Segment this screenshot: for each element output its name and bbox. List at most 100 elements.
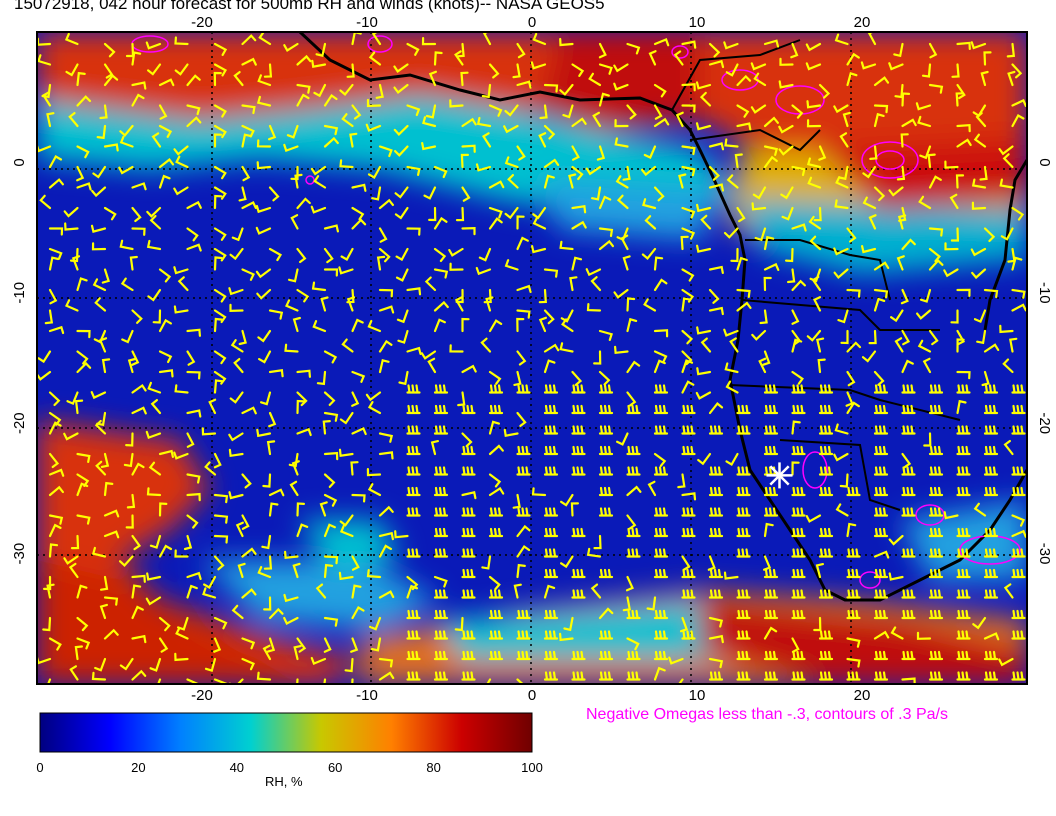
wind-barb xyxy=(323,555,339,565)
wind-barb xyxy=(76,361,92,374)
wind-barb xyxy=(454,616,464,632)
wind-barb xyxy=(791,384,806,394)
wind-barb xyxy=(378,432,394,443)
wind-barb xyxy=(677,678,684,684)
wind-barb xyxy=(449,262,464,271)
wind-barb xyxy=(653,425,669,435)
wind-barb xyxy=(653,466,669,476)
wind-barb xyxy=(120,277,134,292)
wind-barb xyxy=(369,616,382,631)
wind-barb xyxy=(791,338,803,353)
wind-barb xyxy=(724,362,739,374)
wind-barb xyxy=(838,165,849,181)
wind-barb xyxy=(230,339,244,353)
wind-barb xyxy=(763,384,779,394)
wind-barb xyxy=(344,657,354,673)
wind-barb xyxy=(480,337,492,353)
wind-barb xyxy=(296,83,311,94)
wind-barb xyxy=(873,76,890,87)
wind-barb xyxy=(339,83,354,96)
wind-barb xyxy=(76,182,92,191)
wind-barb xyxy=(118,165,134,175)
tick-label: -10 xyxy=(11,282,28,304)
wind-barb xyxy=(503,124,519,134)
wind-barb xyxy=(266,440,276,456)
wind-barb xyxy=(983,486,999,497)
wind-barb xyxy=(653,527,669,538)
wind-barb xyxy=(131,206,142,223)
wind-barb xyxy=(175,627,189,640)
longitude-ticks-top: -20 -10 0 10 20 xyxy=(191,14,870,31)
wind-barb xyxy=(763,522,774,538)
wind-barb xyxy=(751,329,767,341)
wind-barb xyxy=(532,216,547,230)
wind-barb xyxy=(901,425,916,435)
wind-barb xyxy=(614,137,629,148)
wind-barb xyxy=(433,671,449,681)
wind-barb xyxy=(593,534,602,550)
wind-barb xyxy=(543,568,559,579)
wind-barb xyxy=(928,486,944,497)
wind-barb xyxy=(174,549,189,558)
wind-barb xyxy=(365,123,382,132)
wind-barb xyxy=(531,245,547,254)
wind-barb xyxy=(256,161,272,170)
wind-barb xyxy=(119,555,134,567)
wind-barb xyxy=(736,609,751,620)
wind-barb xyxy=(983,650,999,661)
wind-barb xyxy=(351,218,367,230)
wind-barb xyxy=(186,74,201,87)
wind-barb xyxy=(613,82,629,91)
wind-barb xyxy=(818,650,834,661)
wind-barb xyxy=(94,657,107,672)
wind-barb xyxy=(90,224,107,233)
wind-barb xyxy=(613,288,629,299)
wind-barb xyxy=(461,650,476,661)
wind-barb xyxy=(146,572,162,581)
wind-barb xyxy=(708,288,720,304)
wind-barb xyxy=(323,350,338,364)
wind-barb xyxy=(543,359,556,374)
wind-barb xyxy=(873,589,889,599)
wind-barb xyxy=(351,104,362,120)
wind-barb xyxy=(48,485,64,497)
colorbar-tick-label: 0 xyxy=(36,760,44,775)
wind-barb xyxy=(708,657,724,669)
wind-barb xyxy=(873,297,886,312)
location-star-marker[interactable] xyxy=(766,462,793,489)
wind-barb xyxy=(818,671,834,681)
wind-barb xyxy=(598,195,612,210)
wind-barb xyxy=(626,671,641,681)
wind-barb xyxy=(158,78,175,87)
wind-barb xyxy=(763,39,780,48)
wind-barb xyxy=(708,306,724,316)
wind-barb xyxy=(763,145,779,156)
wind-barb xyxy=(201,427,217,436)
wind-barb xyxy=(763,445,779,456)
wind-barb xyxy=(543,584,556,599)
wind-barb xyxy=(983,425,999,435)
wind-barb xyxy=(186,678,200,684)
wind-barb xyxy=(48,227,64,236)
wind-barb xyxy=(818,527,834,538)
wind-barb xyxy=(103,63,114,79)
wind-barb xyxy=(956,338,965,353)
wind-barb xyxy=(724,138,739,148)
wind-barb xyxy=(396,309,409,324)
tick-label: 10 xyxy=(689,687,706,704)
wind-barb xyxy=(158,637,169,653)
wind-barb xyxy=(131,350,140,366)
wind-barb xyxy=(461,527,476,538)
wind-barb xyxy=(367,165,382,180)
wind-barb xyxy=(956,425,971,435)
wind-barb xyxy=(241,547,257,558)
wind-barb xyxy=(571,671,586,681)
wind-barb xyxy=(284,343,299,353)
wind-barb xyxy=(428,206,437,222)
wind-barb xyxy=(433,51,443,66)
wind-barb xyxy=(791,589,806,599)
wind-barb xyxy=(256,671,272,681)
wind-barb xyxy=(653,568,669,579)
wind-barb xyxy=(394,186,409,199)
